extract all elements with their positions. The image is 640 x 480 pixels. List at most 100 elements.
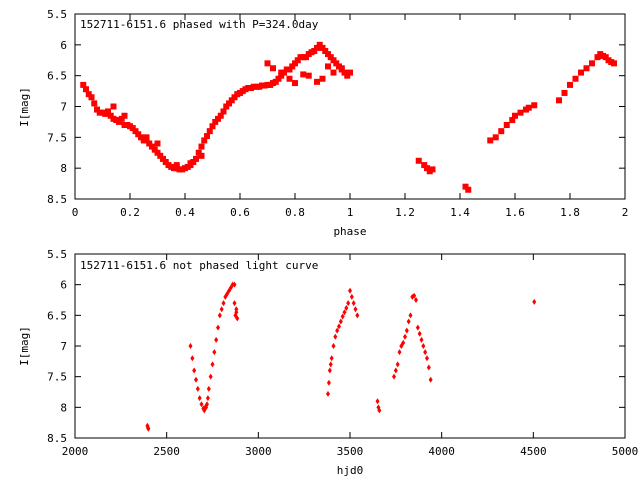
unphased-data-point	[377, 407, 382, 414]
phased-data-point	[220, 108, 227, 115]
phased-y-tick-label: 5.5	[47, 8, 67, 21]
unphased-chart-title: 152711-6151.6 not phased light curve	[80, 259, 318, 272]
phased-x-tick-label: 1	[347, 206, 354, 219]
phased-data-point	[162, 159, 169, 165]
phased-x-tick-label: 1.4	[450, 206, 470, 219]
unphased-x-tick-label: 5000	[612, 445, 639, 458]
unphased-data-point	[353, 306, 358, 313]
phased-data-point	[424, 165, 430, 172]
phased-data-point	[223, 103, 230, 110]
unphased-data-point	[393, 367, 398, 374]
phased-data-point	[204, 133, 210, 140]
unphased-data-points	[145, 281, 537, 432]
unphased-data-point	[335, 327, 340, 334]
phased-data-point	[294, 57, 301, 64]
phased-data-point	[292, 80, 298, 87]
unphased-data-point	[212, 349, 217, 356]
phased-data-point	[578, 69, 584, 76]
phased-y-tick-label: 6	[60, 39, 67, 52]
phased-x-tick-label: 2	[622, 206, 629, 219]
unphased-data-point	[333, 333, 338, 340]
unphased-y-tick-label: 8	[60, 401, 67, 414]
phased-data-point	[116, 118, 122, 125]
phased-data-point	[80, 81, 87, 88]
unphased-data-point	[337, 323, 341, 330]
phased-data-point	[492, 134, 499, 141]
phased-y-tick-label: 7	[60, 101, 67, 114]
unphased-x-tick-label: 4000	[428, 445, 455, 458]
unphased-y-axis-label: I[mag]	[18, 326, 31, 366]
unphased-x-tick-label: 4500	[520, 445, 547, 458]
phased-panel: 152711-6151.6 phased with P=324.0day pha…	[18, 8, 628, 238]
phased-data-point	[316, 41, 323, 48]
phased-data-point	[138, 134, 144, 141]
phased-data-point	[305, 72, 312, 79]
unphased-data-point	[199, 401, 204, 408]
unphased-y-tick-label: 7	[60, 340, 67, 353]
phased-data-point	[160, 155, 166, 162]
unphased-data-point	[216, 324, 220, 331]
phased-data-point	[272, 78, 279, 85]
phased-y-tick-label: 8.5	[47, 193, 67, 206]
unphased-data-point	[190, 355, 195, 362]
phased-data-point	[264, 60, 271, 67]
unphased-data-point	[415, 324, 420, 331]
phased-data-point	[330, 57, 337, 64]
unphased-data-point	[232, 281, 237, 288]
phased-data-point	[132, 128, 139, 135]
phased-data-point	[198, 143, 205, 150]
phased-data-point	[303, 54, 309, 61]
phased-y-tick-label: 8	[60, 162, 67, 175]
unphased-data-point	[392, 373, 396, 380]
phased-data-point	[344, 72, 351, 79]
phased-data-point	[149, 143, 155, 150]
unphased-data-point	[232, 300, 237, 307]
phased-axis-ticks: 0 0.2 0.4 0.6 0.8 1 1.2 1.4 1.6 1.8 2 5.5 6 6.5 7 7.5 8 8…	[47, 8, 628, 219]
phased-x-tick-label: 1.6	[505, 206, 525, 219]
phased-data-point	[525, 104, 532, 111]
unphased-data-point	[349, 293, 354, 300]
unphased-data-point	[351, 300, 356, 307]
phased-data-point	[292, 60, 298, 67]
phased-data-point	[88, 94, 95, 101]
phased-data-point	[498, 128, 505, 135]
unphased-data-point	[344, 304, 349, 311]
unphased-data-point	[146, 425, 151, 432]
phased-data-point	[110, 103, 117, 110]
phased-data-point	[154, 149, 161, 156]
phased-data-point	[85, 91, 92, 98]
unphased-data-point	[408, 312, 413, 319]
unphased-data-point	[235, 315, 240, 322]
phased-x-axis-label: phase	[333, 225, 366, 238]
phased-data-point	[206, 128, 213, 135]
phased-data-point	[278, 72, 285, 79]
phased-data-point	[195, 149, 202, 156]
phased-data-point	[83, 86, 89, 93]
phased-data-point	[105, 108, 111, 115]
unphased-data-point	[188, 343, 193, 349]
unphased-data-point	[338, 318, 343, 325]
unphased-data-point	[328, 361, 333, 368]
unphased-data-point	[219, 306, 224, 313]
unphased-data-point	[421, 343, 426, 349]
phased-data-point	[333, 60, 340, 67]
unphased-data-point	[326, 379, 331, 386]
unphased-panel: 152711-6151.6 not phased light curve hjd…	[18, 248, 638, 477]
phased-data-point	[319, 44, 326, 51]
unphased-y-tick-label: 8.5	[47, 432, 67, 445]
phased-data-point	[327, 54, 334, 61]
phased-data-point	[228, 97, 235, 104]
phased-data-point	[135, 131, 142, 138]
unphased-data-point	[397, 349, 402, 356]
phased-data-point	[212, 118, 219, 125]
unphased-data-point	[195, 385, 200, 392]
unphased-data-point	[340, 313, 345, 320]
phased-x-tick-label: 0.8	[285, 206, 305, 219]
phased-data-point	[198, 152, 205, 159]
unphased-data-point	[395, 361, 400, 368]
phased-data-point	[347, 69, 353, 76]
unphased-data-point	[205, 395, 210, 402]
phased-x-tick-label: 0	[72, 206, 79, 219]
phased-data-point	[286, 75, 293, 82]
